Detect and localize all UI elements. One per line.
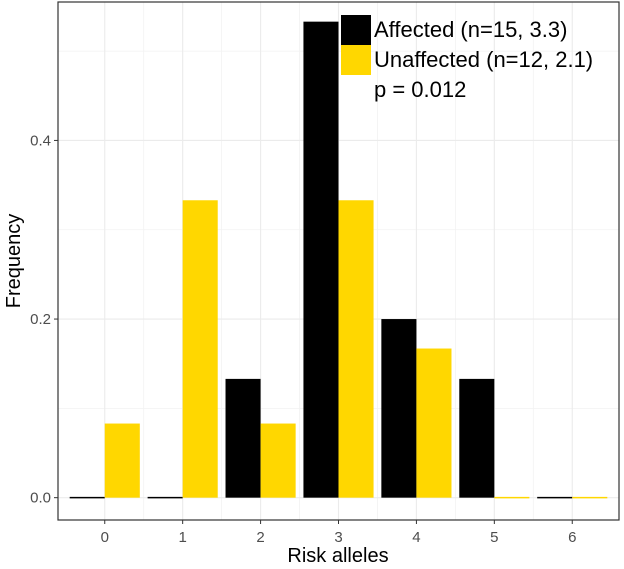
legend-swatch-unaffected (341, 45, 371, 75)
x-tick-label: 1 (178, 529, 186, 546)
x-axis-title: Risk alleles (287, 545, 388, 567)
bar-unaffected-2 (260, 423, 296, 498)
y-tick-label: 0.0 (30, 490, 51, 507)
p-value-annotation: p = 0.012 (374, 77, 466, 102)
legend-label-unaffected: Unaffected (n=12, 2.1) (374, 47, 593, 72)
bar-unaffected-3 (338, 200, 374, 498)
legend-label-affected: Affected (n=15, 3.3) (374, 17, 567, 42)
bar-affected-2 (225, 378, 261, 498)
bar-unaffected-4 (416, 348, 452, 498)
grid-minor (58, 2, 619, 520)
bar-affected-5 (459, 378, 495, 498)
bar-affected-3 (303, 21, 339, 498)
bar-unaffected-1 (182, 200, 218, 498)
y-axis-title: Frequency (3, 214, 25, 309)
x-tick-label: 5 (490, 529, 498, 546)
y-tick-labels: 0.0 0.2 0.4 (30, 132, 51, 506)
x-tick-label: 2 (256, 529, 264, 546)
axis-ticks (54, 139, 573, 524)
y-tick-label: 0.4 (30, 132, 51, 149)
legend: Affected (n=15, 3.3) Unaffected (n=12, 2… (341, 15, 593, 102)
x-tick-label: 3 (334, 529, 342, 546)
legend-swatch-affected (341, 15, 371, 45)
bar-affected-4 (381, 319, 417, 498)
x-tick-label: 6 (568, 529, 576, 546)
x-tick-labels: 0 1 2 3 4 5 6 (101, 529, 577, 546)
y-tick-label: 0.2 (30, 311, 51, 328)
x-tick-label: 0 (101, 529, 109, 546)
bar-unaffected-0 (104, 423, 140, 498)
bars (69, 21, 608, 499)
x-tick-label: 4 (412, 529, 420, 546)
